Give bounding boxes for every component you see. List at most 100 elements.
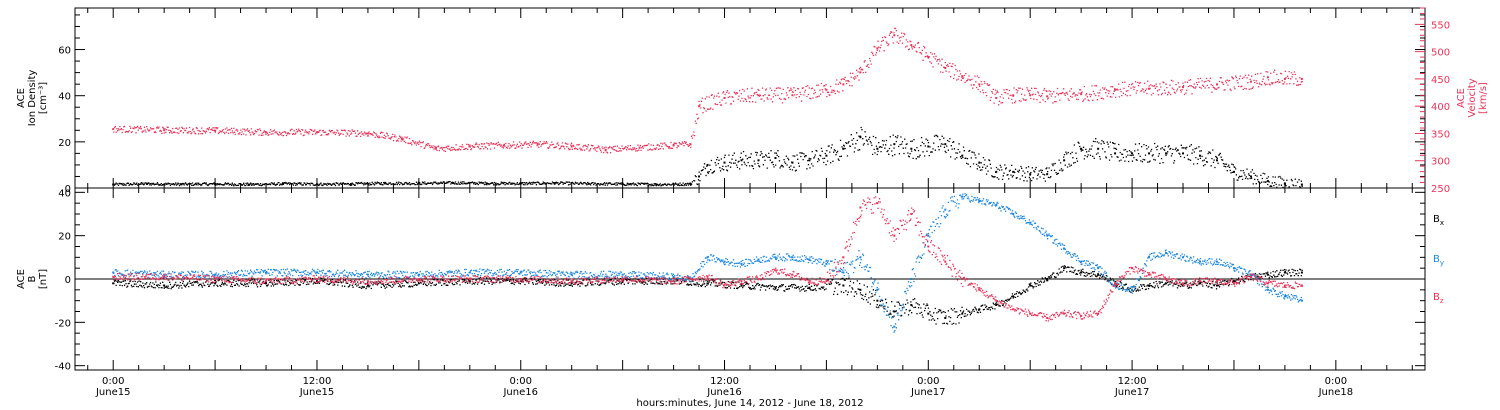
by-point xyxy=(723,260,726,263)
bz-point xyxy=(621,278,624,280)
by-point xyxy=(774,256,777,259)
by-point xyxy=(1199,260,1201,263)
bx-point xyxy=(859,288,862,291)
bx-point xyxy=(842,284,845,287)
field-axis-ticks: -40 -20 0 20 40 xyxy=(55,188,1425,373)
velocity-point xyxy=(927,56,930,59)
density-point xyxy=(825,154,828,157)
velocity-point xyxy=(944,67,947,69)
velocity-point xyxy=(1266,76,1269,79)
by-point xyxy=(366,273,369,276)
density-point xyxy=(757,159,760,162)
bx-point xyxy=(893,310,896,313)
density-point xyxy=(1266,180,1269,183)
bz-point xyxy=(791,273,794,276)
field-axis-label-line3: [nT] xyxy=(38,269,49,289)
density-point xyxy=(1114,152,1117,155)
by-point xyxy=(740,262,743,265)
velocity-point xyxy=(791,94,794,97)
velocity-axis-label-line1: ACE xyxy=(1456,88,1467,108)
velocity-point xyxy=(893,34,896,37)
bx-point xyxy=(808,286,811,289)
bz-point xyxy=(1080,314,1083,317)
bx-point xyxy=(214,282,217,285)
by-point xyxy=(944,208,947,211)
density-point xyxy=(723,161,726,164)
bz-point xyxy=(893,234,896,237)
by-point xyxy=(808,258,811,261)
velocity-tick-label: 450 xyxy=(1431,75,1450,86)
bz-point xyxy=(112,275,115,278)
velocity-point xyxy=(1300,77,1303,80)
density-point xyxy=(910,147,913,150)
bz-point xyxy=(570,280,573,283)
velocity-point xyxy=(910,44,913,47)
bz-point xyxy=(163,275,166,278)
velocity-samples xyxy=(113,27,1303,154)
velocity-point xyxy=(672,144,675,147)
by-point xyxy=(791,256,794,259)
velocity-point xyxy=(163,129,166,132)
bz-point xyxy=(927,245,930,248)
velocity-axis-label-line3: [km/s] xyxy=(1478,82,1489,114)
velocity-point xyxy=(112,128,115,131)
density-point xyxy=(349,183,352,186)
by-point xyxy=(910,278,913,280)
velocity-point xyxy=(842,83,845,86)
bx-point xyxy=(706,282,709,285)
velocity-tick-label: 350 xyxy=(1431,129,1450,140)
by-point xyxy=(1165,252,1168,254)
density-series xyxy=(112,126,1303,189)
bx-point xyxy=(1046,278,1049,280)
bz-point xyxy=(944,260,947,263)
bx-point xyxy=(995,304,998,306)
velocity-point xyxy=(825,88,828,91)
by-point xyxy=(672,275,675,278)
date-tick-label: June16 xyxy=(706,387,742,398)
bx-samples xyxy=(113,265,1303,325)
velocity-tick-label: 550 xyxy=(1431,20,1450,31)
date-tick-label: June15 xyxy=(299,387,335,398)
velocity-tick-label: 300 xyxy=(1431,157,1450,168)
bz-point xyxy=(1283,284,1286,287)
legend: Bx By Bz xyxy=(1433,214,1444,305)
density-tick-label: 0 xyxy=(65,184,71,195)
legend-bx: Bx xyxy=(1433,214,1444,227)
density-point xyxy=(706,163,709,166)
by-point xyxy=(706,256,709,259)
bx-point xyxy=(315,280,318,283)
bz-point xyxy=(1182,282,1185,285)
legend-bz: Bz xyxy=(1433,292,1444,305)
by-point xyxy=(1215,260,1218,263)
density-point xyxy=(1165,152,1168,155)
density-point xyxy=(1029,173,1032,176)
time-tick-label: 0:00 xyxy=(102,376,124,387)
velocity-point xyxy=(698,105,701,108)
density-point xyxy=(1249,175,1252,178)
density-point xyxy=(876,147,879,150)
velocity-point xyxy=(978,83,981,86)
density-point xyxy=(689,183,692,186)
field-tick-label: 0 xyxy=(65,275,71,286)
bz-point xyxy=(672,280,675,283)
velocity-point xyxy=(1046,95,1049,98)
bx-point xyxy=(1080,271,1083,274)
velocity-point xyxy=(1080,93,1083,96)
density-point xyxy=(1148,152,1151,155)
field-tick-label: 40 xyxy=(58,188,71,199)
bz-point xyxy=(1114,282,1117,285)
bz-point xyxy=(910,213,913,215)
by-point xyxy=(1131,288,1134,291)
by-point xyxy=(995,204,998,207)
velocity-point xyxy=(995,97,998,99)
bz-point xyxy=(859,206,862,209)
by-point xyxy=(1097,267,1100,270)
density-point xyxy=(774,157,777,159)
density-point xyxy=(927,145,930,148)
density-point xyxy=(1182,152,1185,155)
by-samples xyxy=(113,193,1303,333)
velocity-point xyxy=(502,144,505,147)
density-point xyxy=(808,159,811,162)
